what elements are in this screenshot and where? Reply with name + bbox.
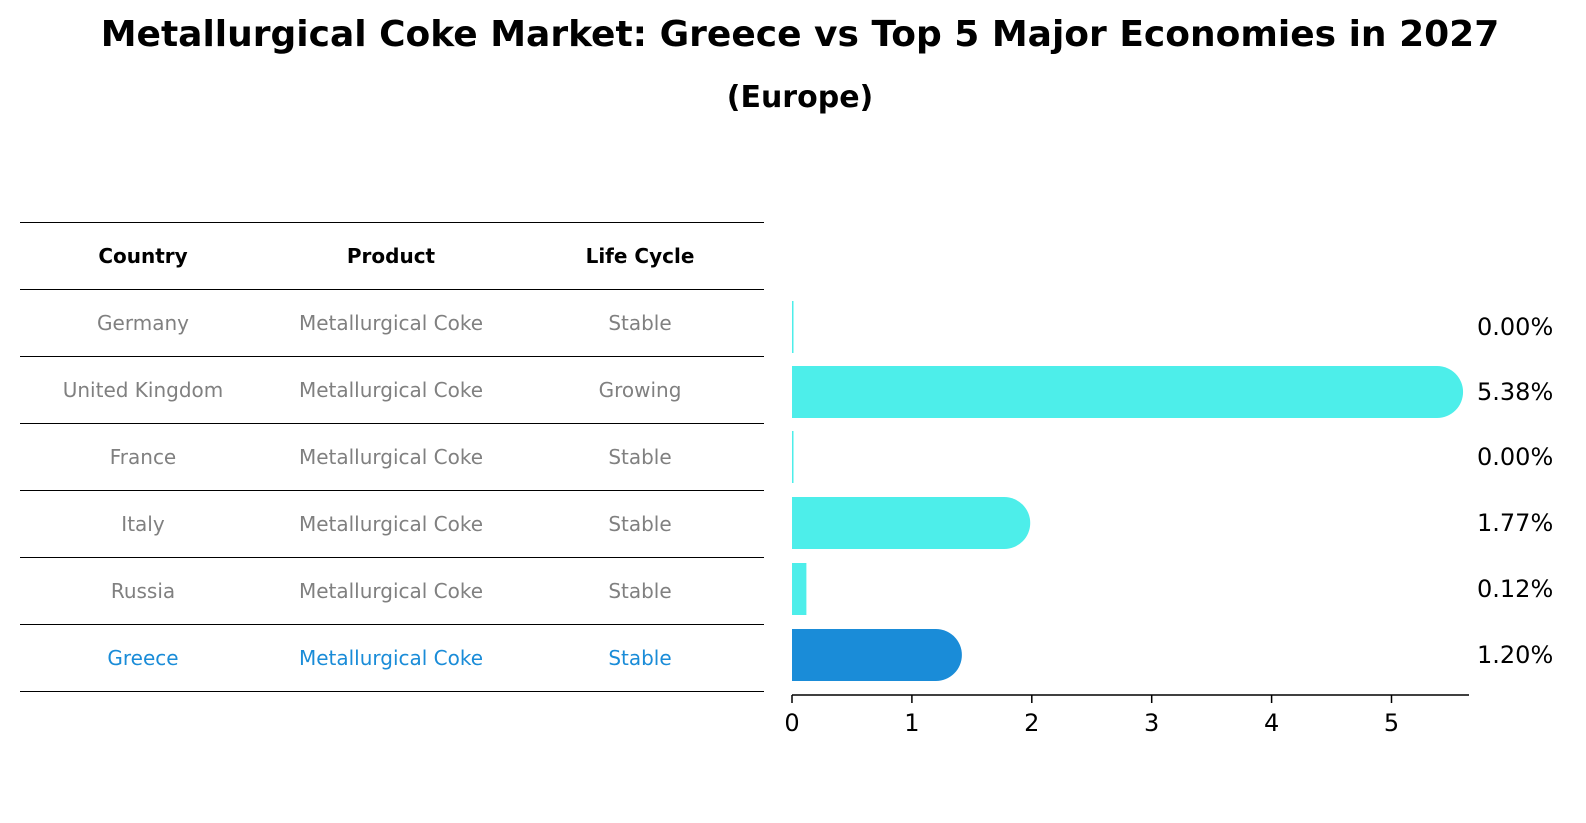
x-tick-label: 5 <box>1384 709 1399 737</box>
cell-country: Germany <box>97 311 189 335</box>
bar-united-kingdom <box>792 366 1464 418</box>
bar-germany <box>792 301 794 353</box>
country-table: Country Product Life Cycle Germany Metal… <box>20 222 764 692</box>
bar-greece <box>792 629 962 681</box>
cell-life-cycle: Stable <box>608 646 672 670</box>
x-tick-label: 4 <box>1264 709 1279 737</box>
x-tick-label: 1 <box>904 709 919 737</box>
x-tick-label: 2 <box>1024 709 1039 737</box>
bar-value-label: 0.12% <box>1477 575 1553 603</box>
header-country: Country <box>98 244 188 268</box>
cell-life-cycle: Stable <box>608 579 672 603</box>
chart-title: Metallurgical Coke Market: Greece vs Top… <box>100 14 1500 55</box>
table-header-row: Country Product Life Cycle <box>20 222 764 289</box>
cell-life-cycle: Stable <box>608 445 672 469</box>
cell-product: Metallurgical Coke <box>298 646 484 670</box>
header-life-cycle: Life Cycle <box>585 244 695 268</box>
cell-life-cycle: Stable <box>608 512 672 536</box>
table-row: Italy Metallurgical Coke Stable <box>20 490 764 557</box>
cell-life-cycle: Growing <box>598 378 682 402</box>
bar-italy <box>792 497 1031 549</box>
bar-value-label: 5.38% <box>1477 378 1553 406</box>
table-row: France Metallurgical Coke Stable <box>20 423 764 490</box>
bar-value-label: 1.77% <box>1477 509 1553 537</box>
bar-value-label: 0.00% <box>1477 443 1553 471</box>
bar-france <box>792 431 794 483</box>
bar-value-label: 0.00% <box>1477 313 1553 341</box>
x-tick-label: 0 <box>784 709 799 737</box>
cell-country: Greece <box>107 646 179 670</box>
cell-product: Metallurgical Coke <box>298 579 484 603</box>
table-row: Russia Metallurgical Coke Stable <box>20 557 764 624</box>
x-tick-label: 3 <box>1144 709 1159 737</box>
cell-country: Italy <box>121 512 165 536</box>
cell-product: Metallurgical Coke <box>298 311 484 335</box>
cell-life-cycle: Stable <box>608 311 672 335</box>
table-row-highlight: Greece Metallurgical Coke Stable <box>20 624 764 692</box>
header-product: Product <box>346 244 436 268</box>
table-row: Germany Metallurgical Coke Stable <box>20 289 764 356</box>
cell-country: United Kingdom <box>62 378 224 402</box>
cell-country: Russia <box>110 579 176 603</box>
bar-value-label: 1.20% <box>1477 641 1553 669</box>
cell-product: Metallurgical Coke <box>298 445 484 469</box>
cell-product: Metallurgical Coke <box>298 378 484 402</box>
bar-russia <box>792 563 807 615</box>
cell-country: France <box>109 445 177 469</box>
cell-product: Metallurgical Coke <box>298 512 484 536</box>
chart-subtitle: (Europe) <box>726 80 874 115</box>
table-row: United Kingdom Metallurgical Coke Growin… <box>20 356 764 423</box>
